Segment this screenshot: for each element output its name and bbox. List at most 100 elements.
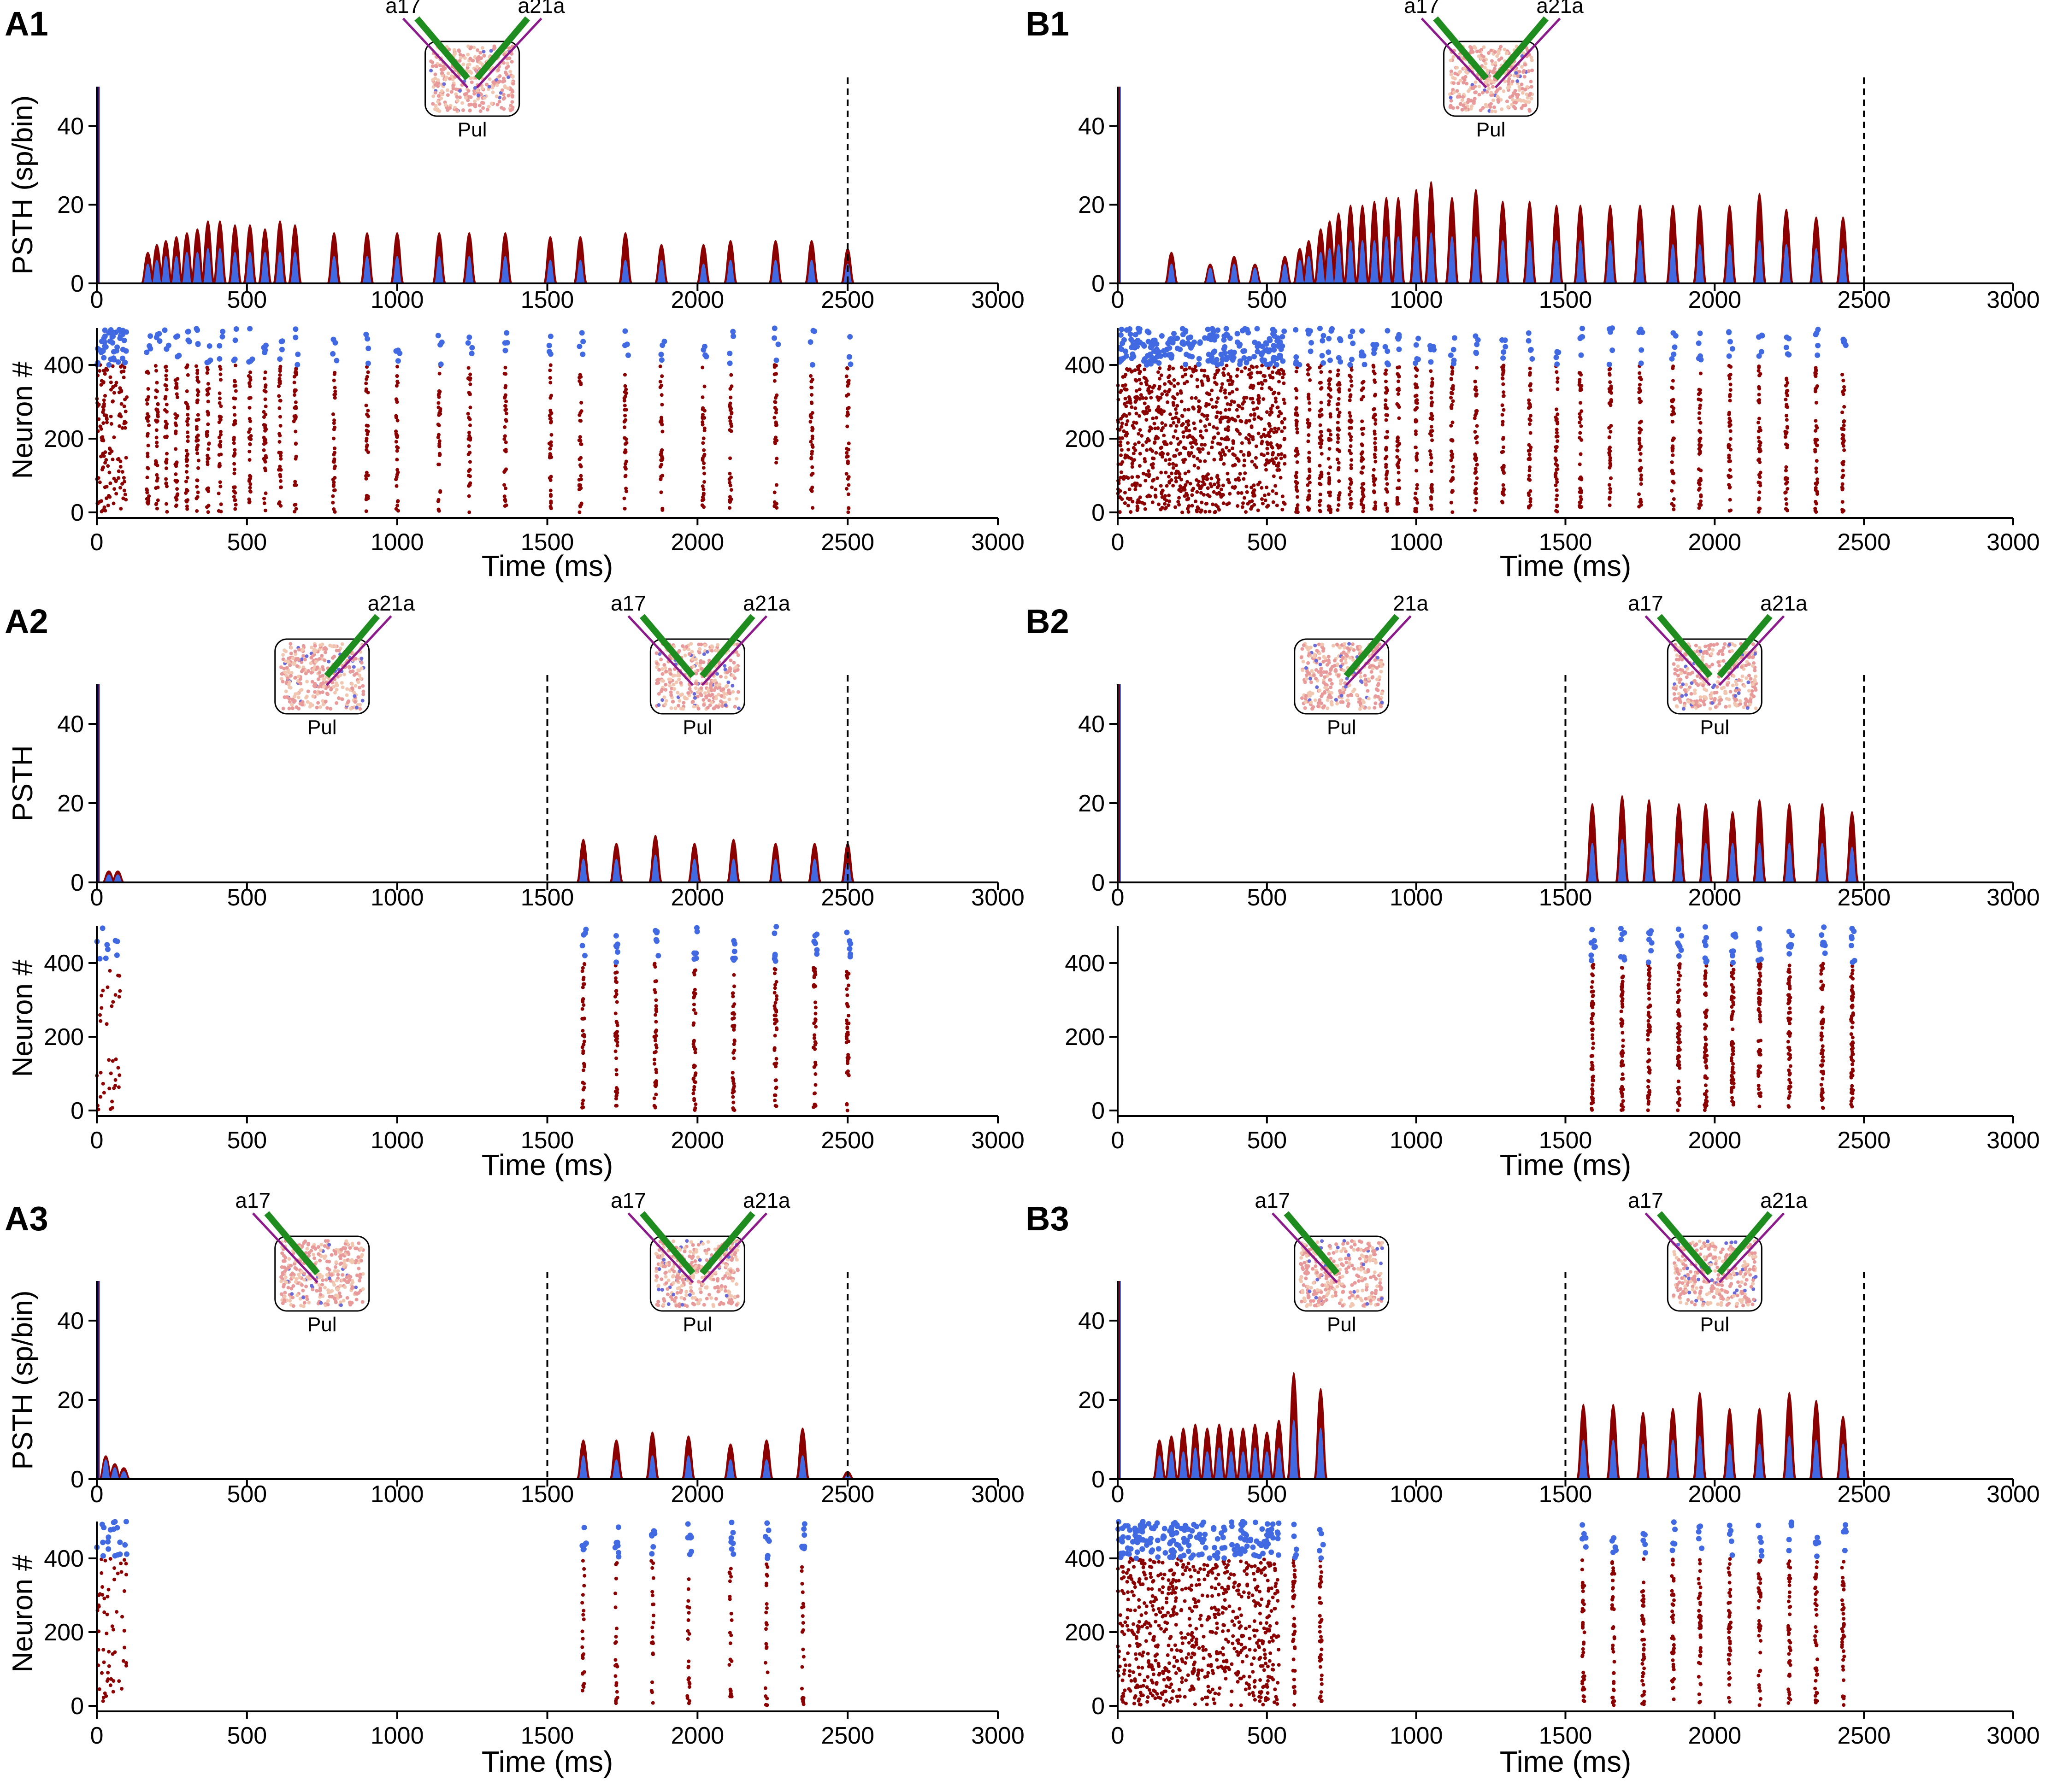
inhibitory-spike [1234,331,1240,337]
excitatory-spike [278,373,282,377]
excitatory-spike [1373,441,1377,445]
pulvinar-cell [510,52,514,56]
pulvinar-cell [449,90,454,94]
excitatory-spike [120,482,124,486]
pulvinar-cell [1527,100,1531,104]
inhibitory-spike [1673,333,1679,339]
inhibitory-spike [175,333,181,339]
excitatory-spike [1349,452,1353,456]
excitatory-spike [772,971,777,975]
inhibitory-spike [1328,328,1334,334]
excitatory-spike [1160,495,1164,499]
excitatory-spike [1204,402,1208,406]
excitatory-spike [1450,478,1454,482]
excitatory-spike [122,404,126,408]
excitatory-spike [701,484,705,488]
excitatory-spike [581,1081,585,1085]
excitatory-spike [813,1000,817,1005]
excitatory-spike [1814,400,1818,405]
excitatory-spike [691,1023,695,1027]
excitatory-spike [233,452,237,456]
excitatory-spike [1608,465,1612,470]
pulvinar-cell [1469,99,1473,103]
excitatory-spike [217,453,221,457]
excitatory-spike [1554,449,1558,453]
excitatory-spike [845,1025,849,1029]
excitatory-spike [186,452,190,456]
excitatory-spike [436,508,441,512]
excitatory-spike [1239,449,1243,453]
excitatory-spike [1607,435,1611,439]
excitatory-spike [217,420,221,424]
excitatory-spike [1203,510,1208,514]
raster-x-tick-label: 0 [90,529,104,556]
excitatory-spike [1307,401,1311,405]
pulvinar-cell [491,80,495,84]
excitatory-spike [1277,427,1281,431]
excitatory-spike [548,488,553,493]
excitatory-spike [1335,407,1339,411]
excitatory-spike [1327,382,1332,386]
inhibitory-spike [1230,354,1236,360]
excitatory-spike [1384,446,1388,450]
pulvinar-cell [433,72,437,76]
pulvinar-cell [438,63,442,67]
raster-x-tick-label: 2000 [1688,529,1741,556]
excitatory-spike [1267,461,1271,465]
excitatory-spike [395,434,400,438]
raster-x-tick-label: 0 [1111,529,1125,556]
excitatory-spike [1164,499,1168,503]
inhibitory-spike [165,342,171,348]
pulvinar-cell [506,86,510,90]
inhibitory-spike [1415,356,1421,362]
excitatory-spike [395,449,399,453]
excitatory-spike [1555,510,1559,514]
inhibitory-spike [1327,357,1333,363]
excitatory-spike [1384,398,1388,402]
excitatory-spike [1307,397,1311,401]
excitatory-spike [1130,405,1134,409]
excitatory-spike [1414,469,1419,473]
excitatory-spike [1609,476,1613,480]
inhibitory-spike [1197,340,1203,346]
psth-peak [362,256,372,283]
excitatory-spike [846,393,850,397]
excitatory-spike [1609,403,1613,407]
excitatory-spike [1196,447,1200,451]
excitatory-spike [468,376,472,380]
excitatory-spike [1349,375,1353,379]
pulvinar-cell [1529,55,1533,59]
pulvinar-cell [505,72,509,76]
excitatory-spike [264,404,268,408]
pulvinar-cell [1449,99,1453,103]
inhibitory-spike [194,326,200,332]
excitatory-spike [1276,446,1280,450]
excitatory-spike [503,499,507,503]
psth-x-tick-label: 0 [90,884,104,911]
excitatory-spike [1556,435,1560,439]
excitatory-spike [1307,433,1311,437]
excitatory-spike [549,499,553,504]
inhibitory-spike [1553,354,1559,360]
excitatory-spike [1192,454,1196,458]
excitatory-spike [1134,484,1138,488]
excitatory-spike [1607,483,1611,487]
excitatory-spike [1758,443,1762,447]
excitatory-spike [504,440,508,444]
psth-x-tick-label: 0 [90,287,104,313]
excitatory-spike [1163,423,1167,427]
excitatory-spike [1242,396,1246,400]
excitatory-spike [702,416,707,420]
excitatory-spike [847,441,851,446]
excitatory-spike [107,1087,112,1091]
excitatory-spike [1247,452,1251,456]
excitatory-spike [1373,422,1378,426]
excitatory-spike [1327,478,1332,482]
excitatory-spike [103,372,107,376]
inhibitory-spike [185,329,191,335]
excitatory-spike [1529,388,1533,392]
excitatory-spike [732,1016,736,1020]
excitatory-spike [110,1004,114,1008]
excitatory-spike [1183,458,1187,462]
